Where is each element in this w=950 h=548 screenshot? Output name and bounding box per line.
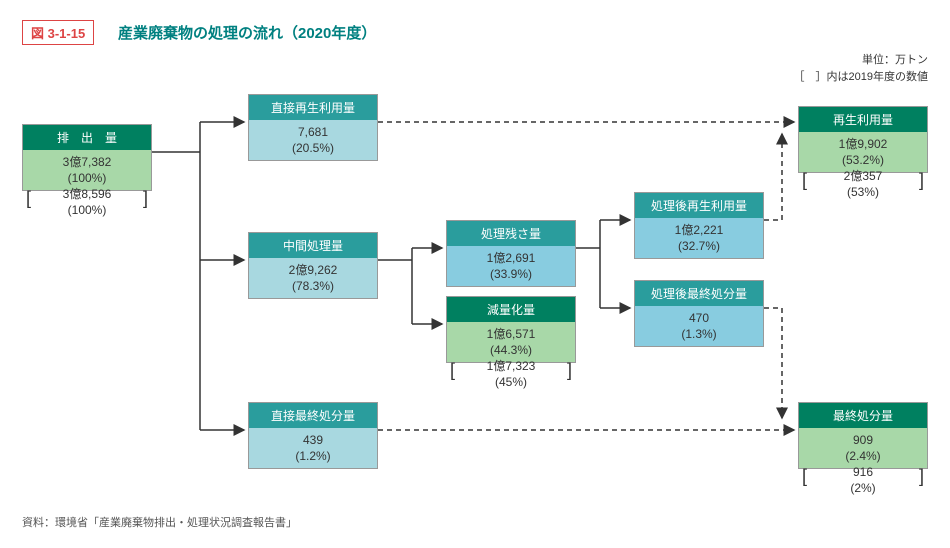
figure-label: 図 3-1-15 — [22, 20, 94, 45]
residue-title: 処理残さ量 — [447, 221, 575, 246]
post-final-pct: (1.3%) — [681, 327, 716, 341]
direct-recycle-pct: (20.5%) — [292, 141, 334, 155]
reduction-value: 1億6,571 — [487, 327, 536, 341]
post-recycle-value: 1億2,221 — [675, 223, 724, 237]
recycle-total-value: 1億9,902 — [839, 137, 888, 151]
intermediate-body: 2億9,262 (78.3%) — [249, 258, 377, 298]
post-recycle-body: 1億2,221 (32.7%) — [635, 218, 763, 258]
emission-prev-pct: (100%) — [68, 203, 107, 217]
post-final-value: 470 — [689, 311, 709, 325]
node-post-recycle: 処理後再生利用量 1億2,221 (32.7%) — [634, 192, 764, 259]
direct-recycle-body: 7,681 (20.5%) — [249, 120, 377, 160]
final-total-body: 909 (2.4%) — [799, 428, 927, 468]
direct-final-title: 直接最終処分量 — [249, 403, 377, 428]
direct-recycle-title: 直接再生利用量 — [249, 95, 377, 120]
intermediate-title: 中間処理量 — [249, 233, 377, 258]
final-total-title: 最終処分量 — [799, 403, 927, 428]
emission-prev-value: 3億8,596 — [63, 187, 112, 201]
direct-final-pct: (1.2%) — [295, 449, 330, 463]
recycle-total-body: 1億9,902 (53.2%) — [799, 132, 927, 172]
node-emission-body: 3億7,382 (100%) — [23, 150, 151, 190]
node-emission-value: 3億7,382 — [63, 155, 112, 169]
direct-recycle-value: 7,681 — [298, 125, 328, 139]
post-recycle-pct: (32.7%) — [678, 239, 720, 253]
recycle-prev-pct: (53%) — [847, 185, 879, 199]
recycle-total-title: 再生利用量 — [799, 107, 927, 132]
reduction-prev-pct: (45%) — [495, 375, 527, 389]
final-total-pct: (2.4%) — [845, 449, 880, 463]
node-direct-final: 直接最終処分量 439 (1.2%) — [248, 402, 378, 469]
unit-line2: ［ ］内は2019年度の数値 — [794, 71, 928, 83]
unit-note: 単位：万トン ［ ］内は2019年度の数値 — [794, 52, 928, 85]
node-emission-title: 排 出 量 — [23, 125, 151, 150]
node-reduction: 減量化量 1億6,571 (44.3%) — [446, 296, 576, 363]
node-recycle-total: 再生利用量 1億9,902 (53.2%) — [798, 106, 928, 173]
node-direct-recycle: 直接再生利用量 7,681 (20.5%) — [248, 94, 378, 161]
recycle-total-pct: (53.2%) — [842, 153, 884, 167]
reduction-prev-value: 1億7,323 — [487, 359, 536, 373]
reduction-pct: (44.3%) — [490, 343, 532, 357]
node-post-final: 処理後最終処分量 470 (1.3%) — [634, 280, 764, 347]
intermediate-value: 2億9,262 — [289, 263, 338, 277]
recycle-prev-value: 2億357 — [844, 169, 883, 183]
final-prev-pct: (2%) — [850, 481, 875, 495]
node-final-total: 最終処分量 909 (2.4%) — [798, 402, 928, 469]
direct-final-value: 439 — [303, 433, 323, 447]
node-intermediate: 中間処理量 2億9,262 (78.3%) — [248, 232, 378, 299]
node-final-prev: 916 (2%) — [798, 464, 928, 496]
residue-pct: (33.9%) — [490, 267, 532, 281]
post-final-body: 470 (1.3%) — [635, 306, 763, 346]
source-citation: 資料：環境省「産業廃棄物排出・処理状況調査報告書」 — [22, 514, 297, 530]
final-prev-value: 916 — [853, 465, 873, 479]
figure-title: 産業廃棄物の処理の流れ（2020年度） — [118, 22, 376, 43]
residue-body: 1億2,691 (33.9%) — [447, 246, 575, 286]
intermediate-pct: (78.3%) — [292, 279, 334, 293]
node-recycle-prev: 2億357 (53%) — [798, 168, 928, 200]
reduction-body: 1億6,571 (44.3%) — [447, 322, 575, 362]
node-emission-pct: (100%) — [68, 171, 107, 185]
final-total-value: 909 — [853, 433, 873, 447]
direct-final-body: 439 (1.2%) — [249, 428, 377, 468]
post-final-title: 処理後最終処分量 — [635, 281, 763, 306]
node-emission: 排 出 量 3億7,382 (100%) — [22, 124, 152, 191]
unit-line1: 単位：万トン — [862, 54, 928, 66]
post-recycle-title: 処理後再生利用量 — [635, 193, 763, 218]
residue-value: 1億2,691 — [487, 251, 536, 265]
node-residue: 処理残さ量 1億2,691 (33.9%) — [446, 220, 576, 287]
node-emission-prev: 3億8,596 (100%) — [22, 186, 152, 218]
node-reduction-prev: 1億7,323 (45%) — [446, 358, 576, 390]
reduction-title: 減量化量 — [447, 297, 575, 322]
